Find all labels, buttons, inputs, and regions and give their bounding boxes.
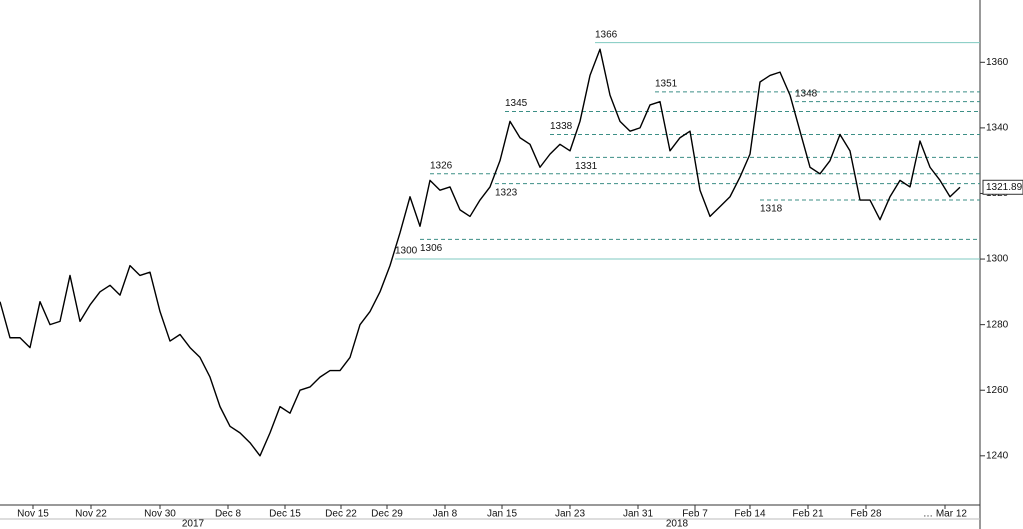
level-label: 1331 <box>575 161 598 172</box>
level-label: 1348 <box>795 88 818 99</box>
level-label: 1338 <box>550 121 573 132</box>
x-tick-label: Nov 15 <box>17 509 49 520</box>
level-label: 1323 <box>495 187 518 198</box>
x-tick-label: Feb 28 <box>850 509 882 520</box>
y-tick-label: 1340 <box>986 123 1009 134</box>
year-label: 2017 <box>182 519 205 529</box>
x-tick-label: Dec 29 <box>371 509 403 520</box>
level-label: 1306 <box>420 243 443 254</box>
x-tick-label: Feb 7 <box>682 509 708 520</box>
level-label: 1300 <box>395 246 418 257</box>
x-tick-label: … Mar 12 <box>923 509 967 520</box>
level-label: 1351 <box>655 78 678 89</box>
level-label: 1318 <box>760 204 783 215</box>
y-tick-label: 1240 <box>986 450 1009 461</box>
x-tick-label: Jan 15 <box>487 509 517 520</box>
last-value-label: 1321.89 <box>986 182 1023 193</box>
x-tick-label: Jan 31 <box>623 509 653 520</box>
x-tick-label: Nov 22 <box>75 509 107 520</box>
last-value-box <box>982 179 1023 195</box>
x-tick-label: Feb 14 <box>734 509 766 520</box>
y-tick-label: 1260 <box>986 385 1009 396</box>
x-tick-label: Nov 30 <box>144 509 176 520</box>
y-tick-label: 1360 <box>986 57 1009 68</box>
year-label: 2018 <box>666 519 689 529</box>
level-label: 1345 <box>505 98 528 109</box>
price-line <box>0 48 961 457</box>
x-tick-label: Dec 22 <box>325 509 357 520</box>
y-tick-label: 1280 <box>986 319 1009 330</box>
x-tick-label: Jan 8 <box>433 509 458 520</box>
level-label: 1326 <box>430 160 453 171</box>
x-tick-label: Feb 21 <box>792 509 824 520</box>
x-tick-label: Dec 15 <box>269 509 301 520</box>
x-tick-label: Jan 23 <box>555 509 585 520</box>
level-label: 1366 <box>595 29 618 40</box>
y-tick-label: 1300 <box>986 254 1009 265</box>
x-tick-label: Dec 8 <box>215 509 242 520</box>
